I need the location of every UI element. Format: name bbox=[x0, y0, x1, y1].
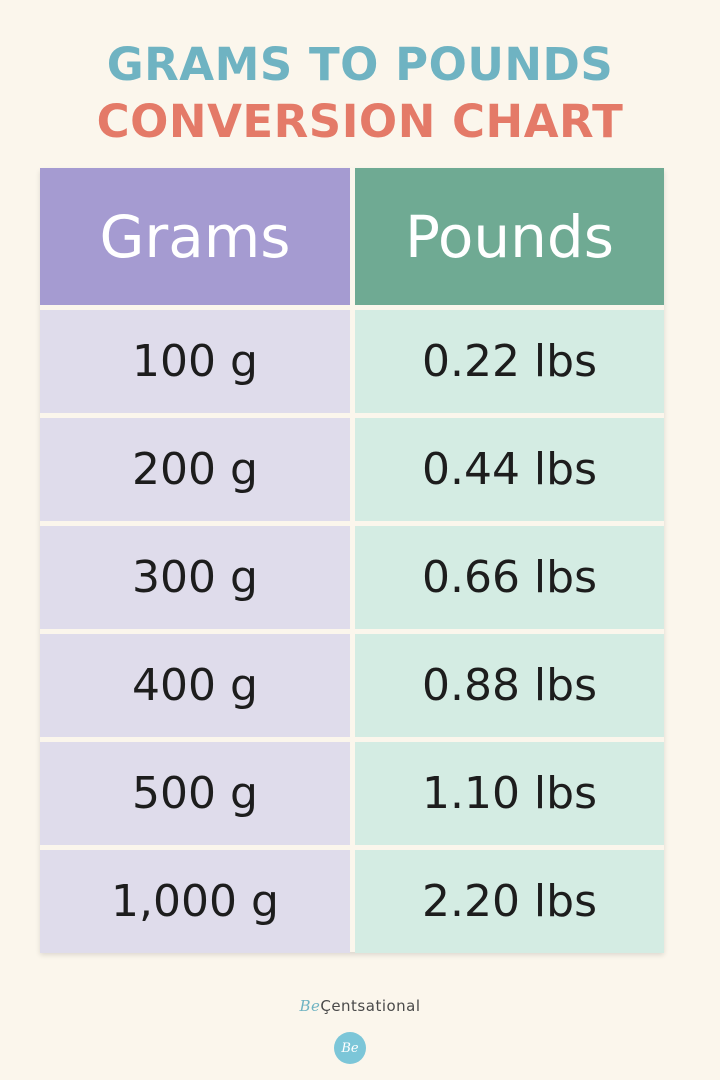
brand-name: BeÇentsational bbox=[0, 997, 720, 1015]
grams-cell: 300 g bbox=[40, 526, 350, 629]
grams-cell: 500 g bbox=[40, 742, 350, 845]
pounds-cell: 2.20 lbs bbox=[355, 850, 664, 953]
pounds-cell: 0.44 lbs bbox=[355, 418, 664, 521]
pounds-cell: 0.22 lbs bbox=[355, 310, 664, 413]
brand-logo: Be bbox=[334, 1032, 366, 1064]
grams-cell: 1,000 g bbox=[40, 850, 350, 953]
grams-cell: 100 g bbox=[40, 310, 350, 413]
pounds-cell: 0.66 lbs bbox=[355, 526, 664, 629]
header-pounds: Pounds bbox=[355, 168, 664, 305]
title-line-1: GRAMS TO POUNDS bbox=[106, 38, 614, 91]
pounds-cell: 1.10 lbs bbox=[355, 742, 664, 845]
title-line-2: CONVERSION CHART bbox=[96, 95, 624, 148]
pounds-cell: 0.88 lbs bbox=[355, 634, 664, 737]
grams-cell: 200 g bbox=[40, 418, 350, 521]
brand-prefix: Be bbox=[299, 997, 321, 1015]
header-grams: Grams bbox=[40, 168, 350, 305]
conversion-table: Grams Pounds 100 g 0.22 lbs 200 g 0.44 lbs 3… bbox=[40, 168, 664, 953]
brand-wordmark: Çentsational bbox=[320, 997, 421, 1015]
grams-cell: 400 g bbox=[40, 634, 350, 737]
